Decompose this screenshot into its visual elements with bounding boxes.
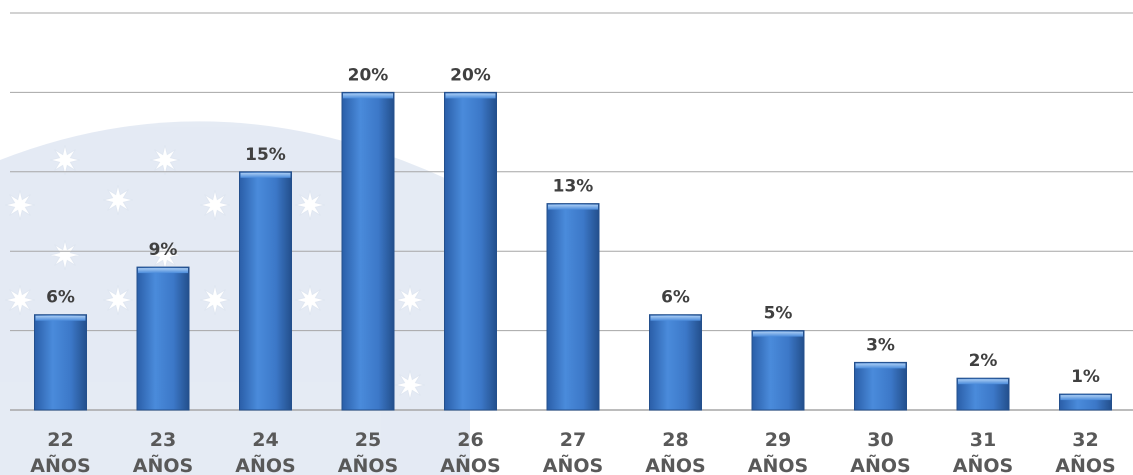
x-tick-label: 23 [150, 429, 176, 451]
bar-highlight [240, 172, 291, 178]
x-tick-label: 26 [457, 429, 483, 451]
bar-22-años [34, 314, 87, 411]
bar [136, 266, 190, 411]
bar-29-años [751, 330, 805, 411]
x-tick-label: AÑOS [1055, 453, 1115, 475]
bar-23-años [136, 266, 190, 411]
watermark-star-icon [294, 189, 326, 221]
x-tick-label: 28 [662, 429, 688, 451]
watermark-star-icon [49, 239, 81, 271]
bar [546, 203, 600, 411]
watermark-star-icon [394, 284, 426, 316]
bar [649, 314, 702, 411]
x-tick-label: 24 [252, 429, 278, 451]
x-tick-label: 25 [355, 429, 381, 451]
x-tick-label: AÑOS [645, 453, 705, 475]
watermark-star-icon [149, 144, 181, 176]
x-tick-label: AÑOS [338, 453, 398, 475]
bar-highlight [650, 315, 701, 321]
bar-30-años [854, 361, 907, 411]
x-tick-label: 22 [47, 429, 73, 451]
data-label: 15% [245, 145, 286, 165]
data-label: 5% [764, 304, 793, 324]
watermark-star-icon [4, 284, 36, 316]
data-labels: 6% 9% 15% 20% 20% 13% 6% 5% 3% 2% 1% [46, 65, 1100, 387]
x-tick-label: 27 [560, 429, 586, 451]
bar-24-años [239, 171, 292, 411]
bar-highlight [1060, 395, 1111, 401]
watermark-star-icon [4, 189, 36, 221]
x-tick-label: AÑOS [440, 453, 500, 475]
data-label: 2% [969, 351, 998, 371]
watermark-star-icon [49, 144, 81, 176]
bar-highlight [753, 331, 803, 337]
x-tick-label: 30 [867, 429, 893, 451]
bar-highlight [548, 204, 598, 210]
bar [854, 361, 907, 411]
bar-highlight [343, 93, 393, 99]
x-tick-label: AÑOS [133, 453, 193, 475]
bar-highlight [958, 379, 1008, 385]
bar-32-años [1059, 393, 1112, 411]
bar [239, 171, 292, 411]
watermark-star-icon [102, 184, 134, 216]
bar [444, 91, 497, 411]
watermark-star-icon [294, 284, 326, 316]
bar-26-años [444, 91, 497, 411]
watermark-star-icon [149, 239, 181, 271]
bar-27-años [546, 203, 600, 411]
x-tick-label: 31 [970, 429, 996, 451]
bars [34, 91, 1112, 411]
bar-highlight [138, 268, 188, 274]
bar-28-años [649, 314, 702, 411]
bar [34, 314, 87, 411]
data-label: 6% [661, 288, 690, 308]
x-tick-label: AÑOS [953, 453, 1013, 475]
data-label: 13% [553, 177, 594, 197]
data-label: 3% [866, 335, 895, 355]
x-tick-label: AÑOS [748, 453, 808, 475]
bar-31-años [956, 377, 1010, 411]
data-label: 1% [1071, 367, 1100, 387]
data-label: 20% [348, 65, 389, 85]
x-tick-label: AÑOS [30, 453, 90, 475]
bar [341, 91, 395, 411]
watermark-star-icon [102, 284, 134, 316]
x-tick-label: AÑOS [543, 453, 603, 475]
bar-highlight [445, 93, 496, 99]
watermark-star-icon [199, 284, 231, 316]
x-tick-label: AÑOS [850, 453, 910, 475]
x-axis-ticks: 22AÑOS23AÑOS24AÑOS25AÑOS26AÑOS27AÑOS28AÑ… [30, 429, 1115, 475]
data-label: 20% [450, 65, 491, 85]
bar [751, 330, 805, 411]
x-tick-label: AÑOS [235, 453, 295, 475]
watermark-star-icon [199, 189, 231, 221]
watermark-star-icon [394, 369, 426, 401]
data-label: 9% [149, 240, 178, 260]
x-tick-label: 32 [1072, 429, 1098, 451]
bar-highlight [35, 315, 86, 321]
x-tick-label: 29 [765, 429, 791, 451]
bar-highlight [855, 363, 906, 369]
bar-25-años [341, 91, 395, 411]
data-label: 6% [46, 288, 75, 308]
